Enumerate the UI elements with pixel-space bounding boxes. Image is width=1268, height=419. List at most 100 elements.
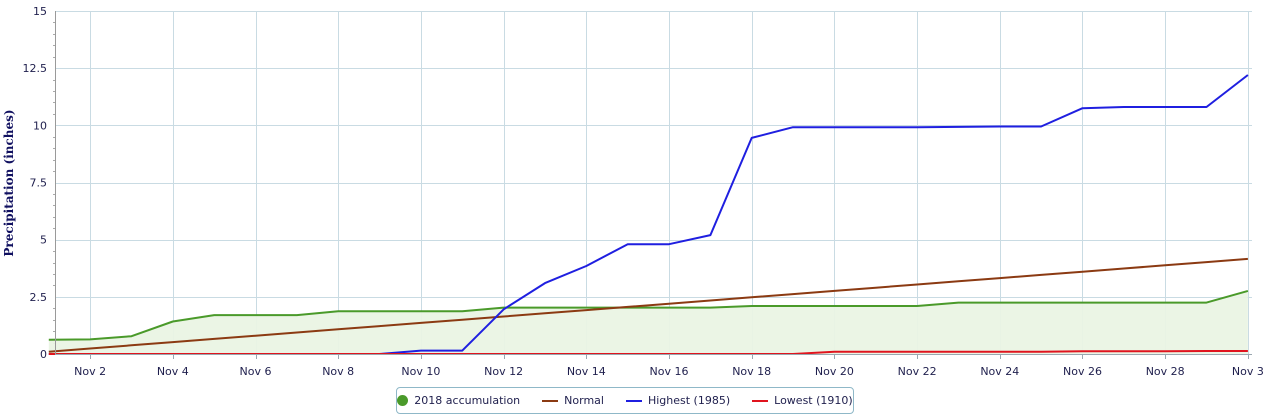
x-tick-label: Nov 10 (401, 365, 440, 378)
point-highest-1985-13 (544, 282, 546, 284)
y-tick-label: 15 (33, 5, 47, 18)
x-axis-tick-labels: Nov 2 Nov 4 Nov 6 Nov 8 Nov 10 Nov 12 Nov 14 No… (74, 365, 1264, 378)
point-highest-1985-17 (709, 234, 711, 236)
point-2018-accumulation-6 (255, 314, 257, 316)
point-normal-4 (172, 341, 174, 343)
point-lowest-1910-1 (48, 353, 50, 355)
point-normal-15 (627, 306, 629, 308)
point-highest-1985-23 (957, 126, 959, 128)
point-2018-accumulation-24 (999, 302, 1001, 304)
point-lowest-1910-27 (1123, 350, 1125, 352)
point-2018-accumulation-3 (131, 335, 133, 337)
point-highest-1985-28 (1164, 106, 1166, 108)
legend-marker-normal (542, 399, 559, 402)
legend-item-highest-1985[interactable]: Highest (1985) (625, 394, 731, 407)
point-normal-24 (999, 277, 1001, 279)
x-tick-label: Nov 18 (732, 365, 771, 378)
point-normal-10 (420, 322, 422, 324)
point-normal-3 (131, 344, 133, 346)
point-2018-accumulation-22 (916, 305, 918, 307)
point-highest-1985-11 (461, 350, 463, 352)
point-lowest-1910-26 (1082, 350, 1084, 352)
point-highest-1985-20 (833, 126, 835, 128)
point-2018-accumulation-2 (89, 338, 91, 340)
point-normal-7 (296, 332, 298, 334)
x-tick-label: Nov 14 (567, 365, 606, 378)
point-highest-1985-26 (1082, 107, 1084, 109)
point-2018-accumulation-7 (296, 314, 298, 316)
x-tick-label: Nov 16 (650, 365, 689, 378)
point-2018-accumulation-13 (544, 307, 546, 309)
point-highest-1985-21 (875, 126, 877, 128)
point-2018-accumulation-14 (585, 307, 587, 309)
point-highest-1985-14 (585, 265, 587, 267)
series-area-2018-accumulation (48, 290, 1248, 354)
legend-item-2018-accumulation[interactable]: 2018 accumulation (397, 394, 520, 407)
point-normal-11 (461, 319, 463, 321)
point-normal-28 (1164, 264, 1166, 266)
point-highest-1985-12 (503, 308, 505, 310)
point-normal-18 (751, 296, 753, 298)
point-2018-accumulation-18 (751, 305, 753, 307)
legend-label-normal: Normal (564, 394, 604, 407)
point-highest-1985-10 (420, 350, 422, 352)
point-highest-1985-24 (999, 126, 1001, 128)
x-tick-label: Nov 26 (1063, 365, 1102, 378)
point-normal-14 (585, 309, 587, 311)
y-tick-label: 2.5 (30, 291, 48, 304)
point-lowest-1910-24 (999, 351, 1001, 353)
axes (55, 11, 1252, 359)
legend-marker-highest-1985 (625, 399, 642, 402)
point-2018-accumulation-16 (668, 307, 670, 309)
chart-legend: 2018 accumulation Normal Highest (1985) … (396, 387, 854, 414)
point-normal-17 (709, 300, 711, 302)
point-2018-accumulation-10 (420, 310, 422, 312)
point-2018-accumulation-4 (172, 321, 174, 323)
legend-marker-2018-accumulation (397, 395, 409, 406)
legend-item-lowest-1910[interactable]: Lowest (1910) (752, 394, 853, 407)
y-axis-tick-labels: 0 2.5 5 7.5 10 12.5 15 (23, 5, 48, 361)
point-lowest-1910-30 (1247, 350, 1249, 352)
x-tick-label: Nov 2 (74, 365, 106, 378)
point-normal-23 (957, 280, 959, 282)
x-tick-label: Nov 6 (240, 365, 272, 378)
point-highest-1985-25 (1040, 126, 1042, 128)
x-tick-label: Nov 24 (980, 365, 1019, 378)
point-2018-accumulation-26 (1082, 302, 1084, 304)
legend-label-highest-1985: Highest (1985) (647, 394, 731, 407)
point-normal-6 (255, 335, 257, 337)
point-2018-accumulation-20 (833, 305, 835, 307)
x-tick-label: Nov 8 (322, 365, 354, 378)
point-normal-21 (875, 287, 877, 289)
y-tick-label: 5 (40, 234, 47, 247)
point-lowest-1910-23 (957, 351, 959, 353)
x-tick-label: Nov 22 (898, 365, 937, 378)
point-normal-12 (503, 316, 505, 318)
x-tick-label: Nov 20 (815, 365, 854, 378)
legend-item-normal[interactable]: Normal (542, 394, 604, 407)
point-2018-accumulation-9 (379, 310, 381, 312)
point-2018-accumulation-21 (875, 305, 877, 307)
legend-label-2018-accumulation: 2018 accumulation (414, 394, 521, 407)
point-highest-1985-29 (1206, 106, 1208, 108)
point-normal-19 (792, 293, 794, 295)
area-layer (48, 290, 1248, 354)
point-normal-22 (916, 284, 918, 286)
point-highest-1985-15 (627, 243, 629, 245)
point-2018-accumulation-17 (709, 307, 711, 309)
point-lowest-1910-20 (833, 351, 835, 353)
series-line-2018-accumulation (48, 289, 1249, 341)
point-normal-30 (1247, 258, 1249, 260)
point-normal-1 (48, 351, 50, 353)
point-normal-5 (213, 338, 215, 340)
point-2018-accumulation-27 (1123, 302, 1125, 304)
y-tick-label: 0 (40, 348, 47, 361)
y-tick-label: 12.5 (23, 62, 48, 75)
point-lowest-1910-29 (1206, 350, 1208, 352)
point-normal-27 (1123, 268, 1125, 270)
point-normal-26 (1082, 271, 1084, 273)
point-normal-29 (1206, 261, 1208, 263)
x-tick-label: Nov 4 (157, 365, 189, 378)
point-normal-20 (833, 290, 835, 292)
